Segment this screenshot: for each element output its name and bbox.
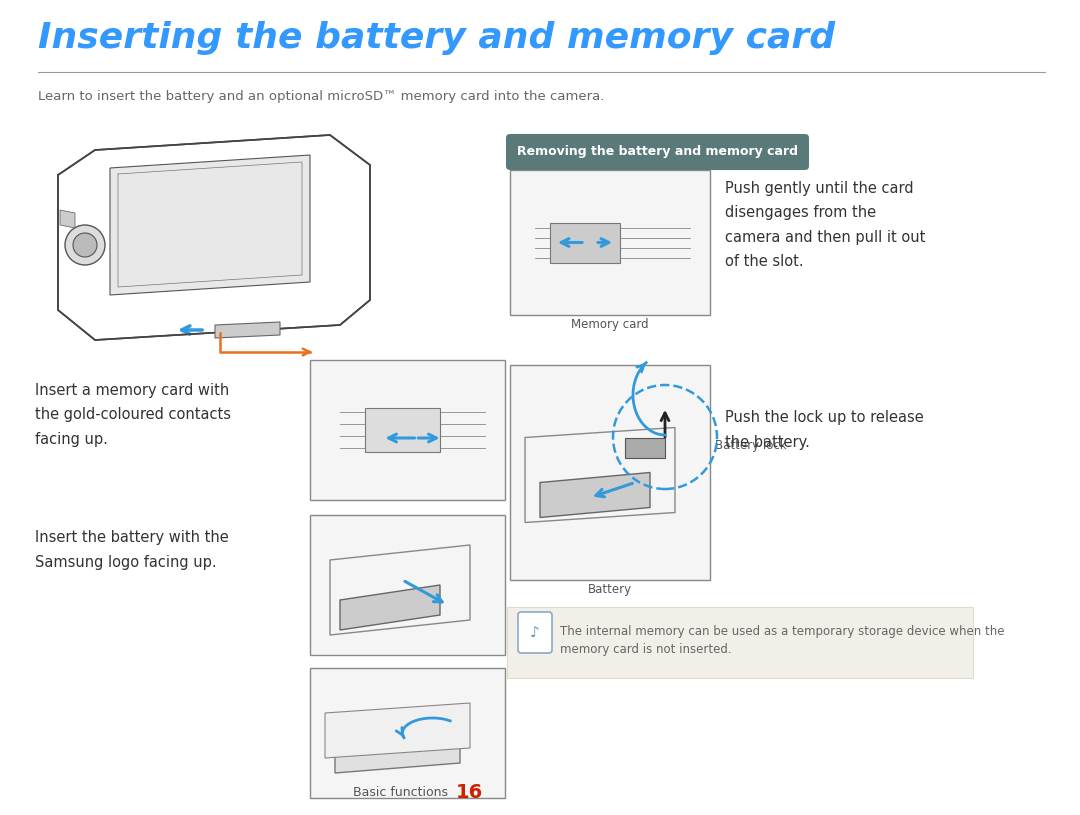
Text: Battery: Battery (588, 583, 632, 596)
Text: Battery lock: Battery lock (715, 438, 786, 452)
Circle shape (73, 233, 97, 257)
Polygon shape (335, 743, 460, 773)
Text: Removing the battery and memory card: Removing the battery and memory card (517, 146, 798, 158)
Text: ♪: ♪ (530, 625, 540, 641)
FancyBboxPatch shape (310, 360, 505, 500)
FancyBboxPatch shape (310, 668, 505, 798)
Polygon shape (58, 135, 370, 340)
Polygon shape (365, 408, 440, 452)
Text: Insert a memory card with
the gold-coloured contacts
facing up.: Insert a memory card with the gold-colou… (35, 383, 231, 447)
Polygon shape (550, 222, 620, 262)
Text: Inserting the battery and memory card: Inserting the battery and memory card (38, 21, 835, 55)
Polygon shape (325, 703, 470, 758)
Polygon shape (625, 438, 665, 457)
FancyBboxPatch shape (510, 365, 710, 580)
Text: Learn to insert the battery and an optional microSD™ memory card into the camera: Learn to insert the battery and an optio… (38, 90, 605, 103)
FancyBboxPatch shape (507, 134, 809, 170)
Text: Push the lock up to release
the battery.: Push the lock up to release the battery. (725, 410, 923, 450)
Text: Push gently until the card
disengages from the
camera and then pull it out
of th: Push gently until the card disengages fr… (725, 181, 926, 270)
FancyBboxPatch shape (510, 170, 710, 315)
Polygon shape (60, 210, 75, 228)
FancyBboxPatch shape (507, 607, 973, 678)
Polygon shape (540, 473, 650, 518)
Circle shape (65, 225, 105, 265)
Text: 16: 16 (456, 783, 483, 803)
Text: The internal memory can be used as a temporary storage device when the
memory ca: The internal memory can be used as a tem… (561, 625, 1004, 656)
Polygon shape (340, 585, 440, 630)
FancyBboxPatch shape (310, 515, 505, 655)
Polygon shape (110, 155, 310, 295)
FancyBboxPatch shape (518, 612, 552, 653)
Polygon shape (215, 322, 280, 338)
Text: Memory card: Memory card (571, 318, 649, 331)
Text: Basic functions: Basic functions (353, 786, 456, 800)
Text: Insert the battery with the
Samsung logo facing up.: Insert the battery with the Samsung logo… (35, 531, 229, 570)
